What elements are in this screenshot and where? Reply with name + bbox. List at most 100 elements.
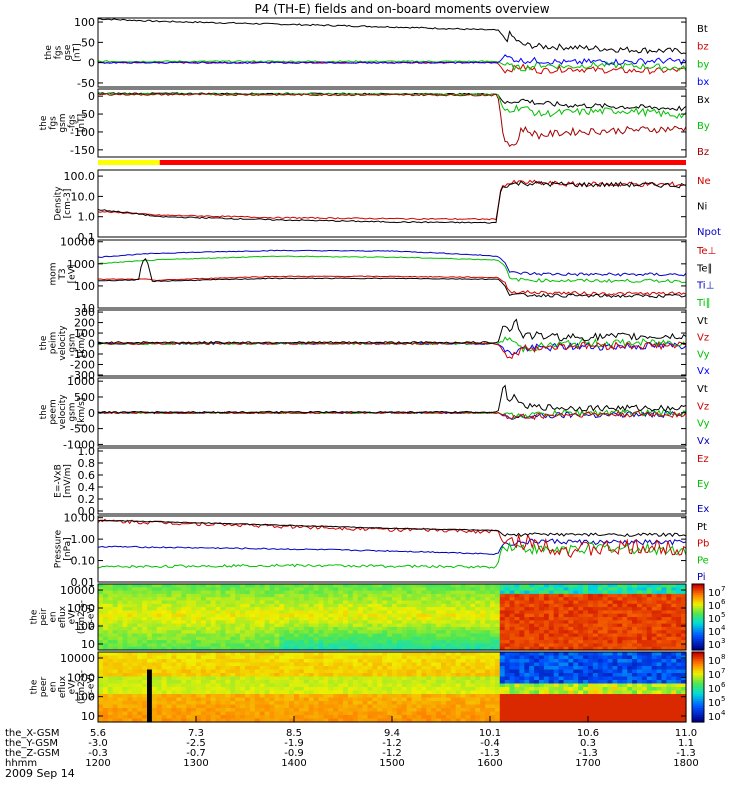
heatmap-cell xyxy=(539,652,545,657)
heatmap-cell xyxy=(254,690,261,695)
heatmap-cell xyxy=(298,673,305,678)
heatmap-cell xyxy=(651,673,658,678)
heatmap-cell xyxy=(347,669,354,674)
heatmap-cell xyxy=(485,587,491,592)
heatmap-cell xyxy=(494,659,501,664)
heatmap-cell xyxy=(524,652,530,657)
heatmap-cell xyxy=(632,676,638,681)
heatmap-cell xyxy=(156,633,163,638)
heatmap-cell xyxy=(156,715,163,720)
heatmap-cell xyxy=(200,711,207,716)
heatmap-cell xyxy=(132,655,138,660)
heatmap-cell xyxy=(651,715,658,720)
heatmap-cell xyxy=(245,593,251,598)
heatmap-cell xyxy=(455,652,462,657)
heatmap-cell xyxy=(681,610,687,615)
heatmap-cell xyxy=(441,640,447,644)
y-axis-label-line: fgs xyxy=(53,45,63,59)
heatmap-cell xyxy=(308,704,315,709)
heatmap-cell xyxy=(485,662,491,667)
heatmap-cell xyxy=(485,683,491,688)
heatmap-cell xyxy=(132,636,138,641)
heatmap-cell xyxy=(294,655,300,660)
heatmap-cell xyxy=(637,711,643,716)
heatmap-cell xyxy=(377,690,383,695)
heatmap-cell xyxy=(411,636,418,641)
heatmap-cells xyxy=(98,584,687,651)
heatmap-cell xyxy=(651,597,658,602)
heatmap-cell xyxy=(539,687,545,692)
heatmap-cell xyxy=(279,708,285,713)
y-tick-label: 0.8 xyxy=(78,457,96,470)
heatmap-cell xyxy=(274,626,280,631)
heatmap-cell xyxy=(215,666,222,671)
heatmap-cell xyxy=(176,610,182,615)
heatmap-cell xyxy=(357,630,364,635)
heatmap-cell xyxy=(421,584,427,588)
heatmap-cell xyxy=(171,715,177,720)
heatmap-cell xyxy=(215,597,222,602)
heatmap-cell xyxy=(245,610,251,615)
heatmap-cell xyxy=(333,708,339,713)
heatmap-cell xyxy=(112,593,119,598)
heatmap-cell xyxy=(475,617,481,621)
heatmap-cell xyxy=(264,610,271,615)
heatmap-cell xyxy=(274,603,280,608)
heatmap-cell xyxy=(543,636,550,641)
heatmap-cell xyxy=(323,680,329,685)
y-axis-label-line: -fgs xyxy=(68,114,78,131)
heatmap-cell xyxy=(460,687,467,692)
heatmap-cell xyxy=(274,701,280,706)
heatmap-cell xyxy=(98,597,104,602)
heatmap-cell xyxy=(681,636,687,641)
heatmap-cell xyxy=(200,593,207,598)
heatmap-cell xyxy=(622,708,628,713)
heatmap-cell xyxy=(411,715,418,720)
legend-entry: Bt xyxy=(697,24,708,35)
heatmap-cell xyxy=(632,626,638,631)
heatmap-cell xyxy=(191,613,197,618)
heatmap-cell xyxy=(377,590,383,595)
heatmap-cell xyxy=(147,704,153,709)
y-tick-label: 100.0 xyxy=(64,170,96,183)
heatmap-cell xyxy=(441,715,447,720)
heatmap-cell xyxy=(499,687,506,692)
heatmap-cell xyxy=(147,630,153,635)
heatmap-cell xyxy=(240,584,246,588)
heatmap-cell xyxy=(392,659,398,664)
heatmap-cell xyxy=(421,587,427,592)
heatmap-cell xyxy=(543,626,550,631)
heatmap-cell xyxy=(240,687,246,692)
heatmap-cell xyxy=(637,669,643,674)
heatmap-cell xyxy=(578,636,584,641)
heatmap-cell xyxy=(323,630,329,635)
heatmap-cell xyxy=(196,617,202,621)
heatmap-cell xyxy=(475,623,481,628)
heatmap-cell xyxy=(401,711,408,716)
heatmap-cell xyxy=(245,620,251,625)
heatmap-cell xyxy=(328,630,334,635)
heatmap-cell xyxy=(151,669,158,674)
heatmap-cell xyxy=(426,613,432,618)
heatmap-cell xyxy=(529,694,535,699)
panel-frame xyxy=(97,447,687,515)
heatmap-cell xyxy=(573,711,579,716)
heatmap-cell xyxy=(392,694,398,699)
heatmap-cell xyxy=(117,597,124,602)
y-axis-label: mom T3 [eV] xyxy=(49,262,78,285)
heatmap-cell xyxy=(372,673,378,678)
heatmap-cell xyxy=(548,593,555,598)
y-tick-label: 0.01 xyxy=(71,576,96,589)
heatmap-cell xyxy=(298,620,305,625)
heatmap-cell xyxy=(436,683,442,688)
heatmap-cell xyxy=(573,704,579,709)
heatmap-cell xyxy=(632,617,638,621)
heatmap-cell xyxy=(558,584,565,588)
series-line-Te∥ xyxy=(97,257,687,299)
heatmap-cell xyxy=(156,623,163,628)
heatmap-cell xyxy=(465,613,471,618)
heatmap-cell xyxy=(514,610,520,615)
heatmap-cell xyxy=(651,718,658,723)
heatmap-cell xyxy=(338,620,344,625)
heatmap-cell xyxy=(196,620,202,625)
